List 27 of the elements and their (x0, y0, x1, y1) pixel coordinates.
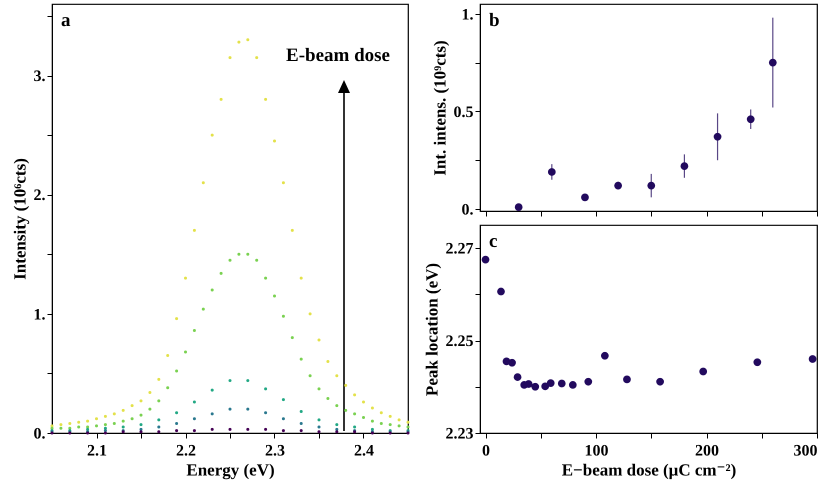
y-tick-label: 2.25 (446, 333, 474, 350)
annotation: a (61, 10, 71, 31)
x-tick-label: 300 (794, 442, 818, 460)
y-tick-label: 2. (34, 187, 46, 204)
y-axis-title: Peak location (eV) (422, 262, 442, 396)
y-tick-label: 3. (34, 68, 46, 85)
x-axis-title: Energy (eV) (186, 460, 275, 480)
x-axis-title: E−beam dose (μC cm⁻²) (562, 460, 736, 480)
annotation: E-beam dose (286, 45, 390, 66)
x-tick-label: 0 (482, 442, 490, 460)
y-axis-title: Int. intens. (10⁹cts) (430, 40, 450, 176)
y-tick-label: 1. (462, 6, 474, 24)
y-axis-title: Intensity (10⁶cts) (10, 158, 30, 280)
x-tick-label: 2.4 (354, 442, 374, 460)
y-tick-label: 1. (34, 306, 46, 324)
y-tick-label: 2.27 (446, 240, 474, 258)
x-tick-label: 200 (695, 442, 720, 460)
x-tick-label: 2.1 (87, 442, 107, 460)
y-tick-label: 2.23 (446, 426, 474, 442)
x-tick-label: 2.3 (265, 442, 285, 460)
annotation: b (489, 10, 500, 31)
y-tick-label: 0. (34, 426, 46, 442)
x-tick-label: 2.2 (176, 442, 196, 460)
annotation: c (489, 231, 498, 252)
y-tick-label: 0.5 (454, 104, 474, 121)
x-tick-label: 100 (584, 442, 609, 460)
y-tick-label: 0. (462, 202, 474, 219)
